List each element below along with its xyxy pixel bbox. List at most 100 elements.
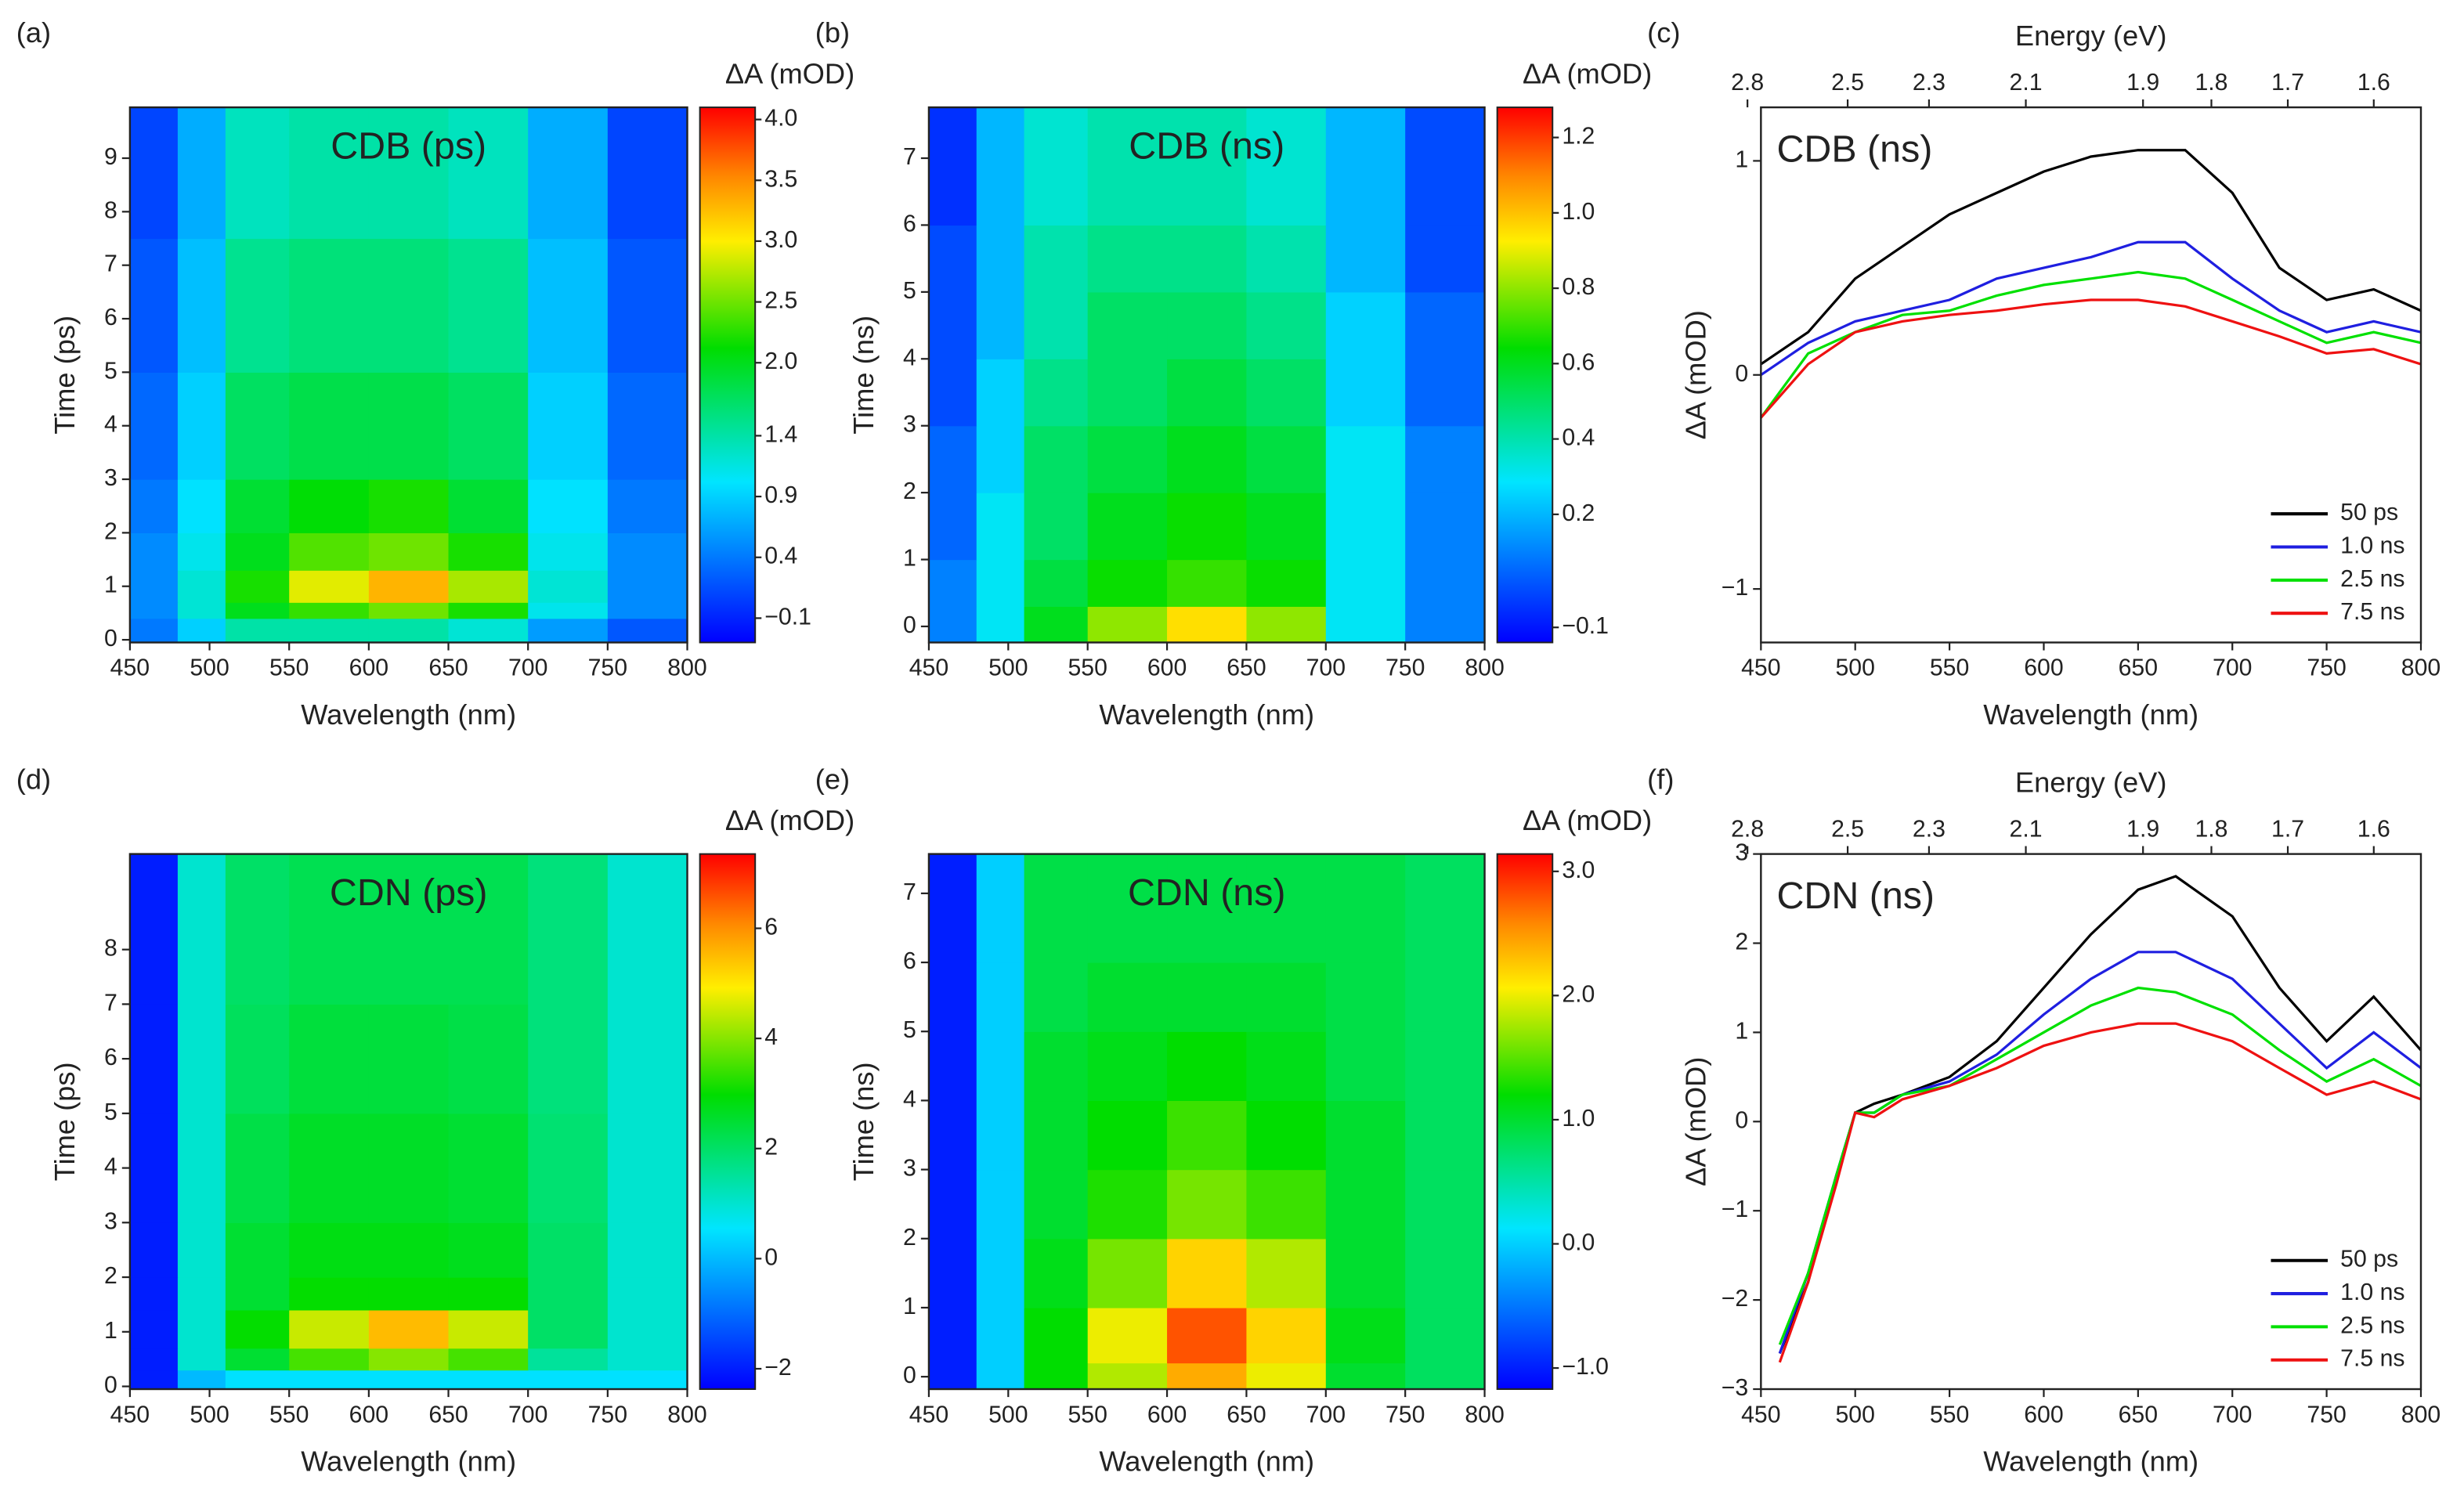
heatmap-cell bbox=[368, 1222, 450, 1278]
heatmap-cell bbox=[1325, 559, 1406, 607]
heatmap-cell bbox=[177, 602, 226, 619]
heatmap-cell bbox=[1024, 493, 1089, 561]
colorbar-label: ΔA (mOD) bbox=[1523, 804, 1652, 836]
panel-label: (e) bbox=[815, 763, 850, 795]
colorbar-tick-label: 1.2 bbox=[1562, 124, 1595, 150]
x-tick-label: 750 bbox=[1386, 655, 1425, 681]
colorbar bbox=[1496, 853, 1554, 1391]
colorbar bbox=[1496, 106, 1554, 644]
y-tick-label: 1 bbox=[104, 572, 117, 598]
heatmap-cell bbox=[225, 1370, 290, 1390]
heatmap-cell bbox=[1167, 1100, 1248, 1171]
colorbar-tick-label: 4.0 bbox=[764, 106, 797, 132]
x-tick-label: 750 bbox=[1386, 1402, 1425, 1427]
panel-title: CDB (ns) bbox=[1129, 125, 1284, 167]
colorbar-tick-label: 1.4 bbox=[764, 421, 797, 447]
x-tick-label: 650 bbox=[428, 1402, 468, 1427]
heatmap-cell bbox=[528, 618, 609, 644]
heatmap-cell bbox=[976, 493, 1025, 561]
heatmap-cell bbox=[225, 372, 290, 480]
colorbar-tick-label: −2 bbox=[764, 1355, 791, 1381]
legend-label: 1.0 ns bbox=[2340, 1279, 2404, 1305]
y-tick-label: 4 bbox=[903, 345, 916, 370]
heatmap-cell bbox=[607, 107, 688, 240]
heatmap-cell bbox=[976, 854, 1025, 963]
colorbar-tick-label: 2.5 bbox=[764, 288, 797, 314]
heatmap-cell bbox=[1246, 1362, 1327, 1390]
heatmap-cell bbox=[225, 479, 290, 533]
heatmap-cell bbox=[976, 1307, 1025, 1364]
heatmap-cell bbox=[129, 479, 179, 533]
y-tick-label: 6 bbox=[104, 1045, 117, 1070]
heatmap-cell bbox=[976, 1169, 1025, 1240]
heatmap-cell bbox=[368, 1113, 450, 1223]
heatmap-cell bbox=[528, 1004, 609, 1114]
heatmap-cell bbox=[368, 570, 450, 603]
heatmap-cell bbox=[1405, 291, 1486, 359]
x-tick-label: 600 bbox=[2024, 1402, 2063, 1427]
heatmap-cell bbox=[528, 1370, 609, 1390]
heatmap-cell bbox=[1087, 425, 1168, 493]
data-line bbox=[1760, 240, 2422, 377]
data-line bbox=[1778, 986, 2422, 1345]
heatmap-cell bbox=[928, 425, 977, 493]
y-tick-label: 7 bbox=[903, 144, 916, 170]
legend-label: 7.5 ns bbox=[2340, 599, 2404, 625]
heatmap-cell bbox=[289, 1309, 370, 1349]
heatmap-cell bbox=[528, 372, 609, 480]
heatmap-cell bbox=[1325, 225, 1406, 293]
x-tick-label: 600 bbox=[349, 1402, 388, 1427]
heatmap-cell bbox=[976, 1362, 1025, 1390]
heatmap-cell bbox=[1246, 1100, 1327, 1171]
heatmap-cell bbox=[1087, 1031, 1168, 1102]
x-tick-label: 650 bbox=[1227, 655, 1266, 681]
heatmap-cell bbox=[129, 372, 179, 480]
y-tick-label: 7 bbox=[903, 879, 916, 905]
heatmap-cell bbox=[368, 479, 450, 533]
heatmap-cell bbox=[177, 479, 226, 533]
colorbar-tick-label: −0.1 bbox=[1562, 613, 1609, 639]
y-tick-label: 1 bbox=[104, 1318, 117, 1344]
x-tick-label: 650 bbox=[428, 655, 468, 681]
heatmap-cell bbox=[1167, 1307, 1248, 1364]
colorbar-tick-label: 0.2 bbox=[1562, 500, 1595, 526]
heatmap-cell bbox=[1246, 1031, 1327, 1102]
y-axis-label: Time (ps) bbox=[49, 316, 81, 435]
y-tick-label: 0 bbox=[903, 1362, 916, 1388]
x-tick-label: 450 bbox=[909, 1402, 948, 1427]
x2-axis-label: Energy (eV) bbox=[2015, 20, 2167, 52]
colorbar-tick-label: 3.0 bbox=[764, 227, 797, 253]
heatmap-cell bbox=[225, 532, 290, 571]
colorbar-tick-label: 0.8 bbox=[1562, 274, 1595, 300]
colorbar-tick-label: 2 bbox=[764, 1135, 778, 1160]
heatmap-cell bbox=[289, 602, 370, 619]
heatmap-cell bbox=[1246, 962, 1327, 1032]
x-tick-label: 750 bbox=[588, 1402, 627, 1427]
heatmap-cell bbox=[1024, 107, 1089, 226]
heatmap-cell bbox=[1246, 493, 1327, 561]
heatmap-cell bbox=[1167, 606, 1248, 644]
heatmap-cell bbox=[225, 1277, 290, 1311]
y-tick-label: 1 bbox=[903, 1294, 916, 1319]
heatmap-cell bbox=[1325, 425, 1406, 493]
heatmap-cell bbox=[448, 1222, 529, 1278]
x-axis-label: Wavelength (nm) bbox=[1099, 698, 1314, 731]
y-axis-label: ΔA (mOD) bbox=[1679, 1057, 1711, 1186]
x2-tick-label: 2.5 bbox=[1831, 70, 1864, 96]
heatmap-cell bbox=[368, 854, 450, 1005]
heatmap-cell bbox=[289, 854, 370, 1005]
y-tick-label: 3 bbox=[903, 1156, 916, 1182]
heatmap-cell bbox=[607, 479, 688, 533]
colorbar-tick-label: 6 bbox=[764, 915, 778, 940]
x-tick-label: 700 bbox=[2213, 655, 2252, 681]
y-tick-label: 0 bbox=[1735, 361, 1748, 387]
heatmap-cell bbox=[177, 854, 226, 1005]
heatmap-cell bbox=[368, 532, 450, 571]
legend-label: 1.0 ns bbox=[2340, 533, 2404, 559]
heatmap-cell bbox=[129, 107, 179, 240]
heatmap-cell bbox=[177, 1004, 226, 1114]
panel-title: CDN (ps) bbox=[330, 872, 488, 914]
heatmap-cell bbox=[1167, 225, 1248, 293]
heatmap-cell bbox=[448, 1309, 529, 1349]
